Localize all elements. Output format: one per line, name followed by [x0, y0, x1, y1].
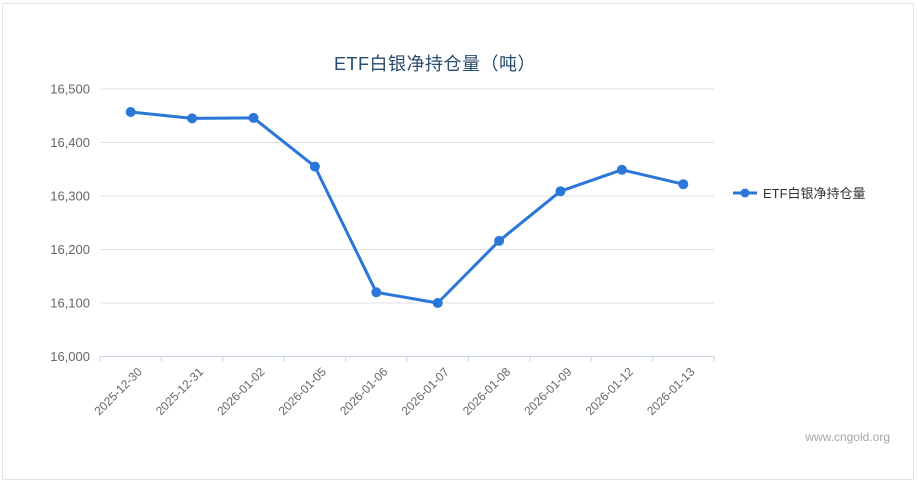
y-axis-label: 16,200	[50, 242, 90, 257]
y-axis-label: 16,400	[50, 135, 90, 150]
data-point[interactable]	[187, 113, 198, 124]
x-axis-label: 2025-12-31	[153, 364, 207, 418]
series-line	[129, 110, 685, 305]
data-point[interactable]	[248, 112, 259, 123]
legend-marker-dot	[740, 188, 750, 197]
data-point[interactable]	[432, 298, 443, 308]
data-point[interactable]	[678, 179, 689, 190]
legend-item[interactable]: ETF白银净持仓量	[733, 183, 866, 202]
x-axis-label: 2026-01-13	[644, 364, 698, 418]
x-axis-label: 2026-01-09	[521, 364, 575, 418]
chart-title: ETF白银净持仓量（吨）	[334, 54, 536, 74]
x-axis-label: 2025-12-30	[92, 364, 146, 418]
data-point[interactable]	[616, 164, 627, 175]
legend-label: ETF白银净持仓量	[763, 186, 866, 201]
x-axis-label: 2026-01-07	[399, 364, 453, 418]
watermark: www.cngold.org	[805, 430, 890, 444]
chart-panel	[2, 3, 914, 480]
data-point[interactable]	[494, 235, 505, 246]
legend-line-dot-icon	[733, 187, 757, 199]
data-point[interactable]	[125, 107, 136, 117]
x-axis-label: 2026-01-02	[214, 364, 268, 418]
y-axis-label: 16,300	[50, 189, 90, 204]
x-axis-label: 2026-01-06	[337, 364, 391, 418]
y-axis-label: 16,000	[50, 349, 90, 364]
data-point[interactable]	[555, 186, 566, 197]
y-axis-label: 16,500	[50, 82, 90, 97]
data-point[interactable]	[371, 287, 382, 298]
y-axis-label: 16,100	[50, 296, 90, 311]
x-axis-label: 2026-01-12	[583, 364, 637, 418]
x-axis-label: 2026-01-05	[276, 364, 330, 418]
data-point[interactable]	[309, 161, 320, 172]
x-axis-label: 2026-01-08	[460, 364, 514, 418]
